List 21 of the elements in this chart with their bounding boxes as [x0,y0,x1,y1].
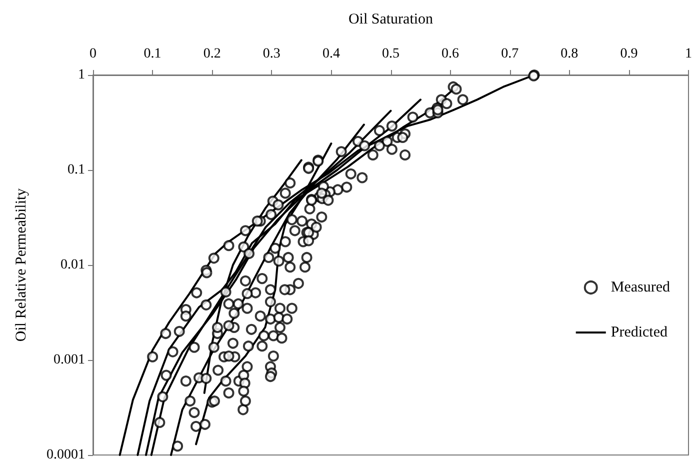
y-tick-label: 0.01 [60,258,85,272]
legend-label: Predicted [610,324,668,340]
x-tick-label: 0.3 [262,46,280,62]
x-tick-label: 0.5 [382,46,400,62]
y-tick-label: 0.001 [54,352,85,368]
x-axis-title: Oil Saturation [348,12,434,28]
y-axis-title: Oil Relative Permeability [14,188,30,342]
x-tick-label: 0.1 [144,46,162,62]
x-tick-label: 0.9 [620,46,638,62]
legend-label: Measured [610,280,670,296]
x-tick-label: 0 [90,46,96,62]
x-tick-label: 0.2 [203,46,221,62]
x-tick-label: 1 [685,46,692,62]
x-tick-label: 0.6 [442,46,460,62]
y-tick-label: 0.1 [68,162,85,178]
x-tick-label: 0.7 [501,46,519,62]
y-tick-label: 1 [78,68,85,82]
x-tick-label: 0.8 [560,46,578,62]
line-series [203,159,302,394]
y-tick-label: 0.0001 [46,448,85,462]
x-tick-label: 0.4 [322,46,340,62]
